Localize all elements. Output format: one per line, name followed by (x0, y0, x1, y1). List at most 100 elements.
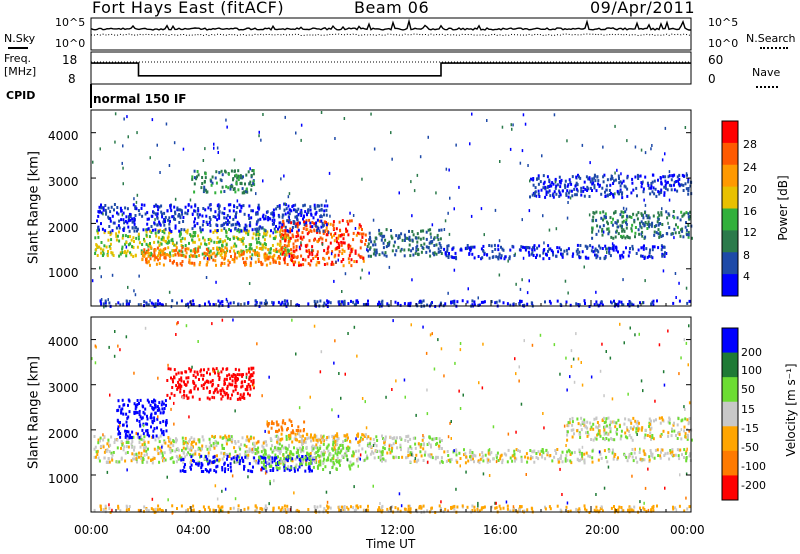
cpid-label: CPID (6, 89, 36, 102)
velocity-scatter (91, 318, 691, 515)
xtick-1200: 12:00 (380, 523, 415, 537)
nsky-label: N.Sky (4, 32, 36, 45)
noise-frame (90, 17, 692, 51)
velocity-region-2 (253, 445, 355, 471)
noise-sky-line (90, 18, 692, 31)
power-ytick-4000: 4000 (48, 129, 79, 143)
power-region-1 (141, 246, 281, 268)
power-colorbar-cell (722, 274, 738, 297)
power-cb-20: 20 (743, 183, 757, 196)
velocity-cb-100: 100 (741, 364, 762, 377)
velocity-colorbar-cell (722, 401, 738, 427)
freq-label-line2: [MHz] (4, 65, 37, 78)
nave-legend-line (756, 86, 778, 88)
velocity-ytick-4000: 4000 (48, 335, 79, 349)
velocity-cb-neg50: -50 (741, 441, 759, 454)
frequency-panel (91, 61, 691, 77)
velocity-colorbar-cell (722, 352, 738, 378)
freq-tick-8: 8 (68, 72, 76, 86)
power-colorbar-frame (721, 120, 739, 297)
chart-title: Fort Hays East (fitACF) (92, 0, 285, 17)
colorbars (721, 120, 739, 501)
nsearch-tick-low: 10^0 (708, 37, 739, 50)
xtick-0800: 08:00 (278, 523, 313, 537)
nave-tick-60: 60 (708, 53, 724, 67)
power-cb-12: 12 (743, 226, 757, 239)
velocity-ytick-2000: 2000 (48, 427, 79, 441)
power-colorbar-cell (722, 186, 738, 209)
beam-label: Beam 06 (354, 0, 430, 17)
power-colorbar-cell (722, 121, 738, 144)
power-ytick-3000: 3000 (48, 175, 79, 189)
panel-frames (90, 17, 692, 513)
nave-label: Nave (752, 66, 781, 79)
power-frame (90, 109, 692, 307)
velocity-region-4 (116, 398, 168, 440)
date-label: 09/Apr/2011 (590, 0, 696, 17)
power-cb-28: 28 (743, 138, 757, 151)
power-ytick-2000: 2000 (48, 221, 79, 235)
power-colorbar-cell (722, 230, 738, 253)
velocity-cb-200: 200 (741, 346, 762, 359)
velocity-cb-50: 50 (741, 383, 755, 396)
velocity-colorbar-cell (722, 426, 738, 452)
power-cb-16: 16 (743, 205, 757, 218)
velocity-region-6 (279, 432, 367, 444)
nsky-legend-line (8, 47, 28, 49)
velocity-colorbar-cell (722, 377, 738, 403)
power-scatter (91, 111, 688, 309)
velocity-ytick-3000: 3000 (48, 381, 79, 395)
noise-tick-high: 10^5 (55, 16, 86, 29)
velocity-region-3 (166, 366, 255, 401)
velocity-region-0 (93, 434, 443, 465)
xtick-1600: 16:00 (483, 523, 518, 537)
power-ytick-1000: 1000 (48, 266, 79, 280)
power-region-3 (366, 228, 443, 258)
velocity-region-8 (566, 416, 693, 442)
noise-tick-low: 10^0 (55, 37, 86, 50)
cpid-value: normal 150 IF (93, 92, 187, 106)
velocity-region-7 (441, 448, 692, 465)
frequency-line (91, 62, 691, 77)
power-region-5 (191, 169, 256, 195)
velocity-cb-neg15: -15 (741, 422, 759, 435)
power-region-6 (443, 243, 668, 261)
velocity-cb-neg200: -200 (741, 479, 766, 492)
freq-frame (90, 51, 692, 85)
velocity-cb-15: 15 (741, 403, 755, 416)
xtick-2000: 20:00 (585, 523, 620, 537)
freq-tick-18: 18 (62, 53, 78, 67)
power-cb-24: 24 (743, 161, 757, 174)
noise-search-line (90, 33, 692, 37)
xtick-2400: 00:00 (670, 523, 705, 537)
nave-tick-0: 0 (708, 72, 716, 86)
nsearch-tick-high: 10^5 (708, 16, 739, 29)
freq-label-line1: Freq. (4, 52, 32, 65)
velocity-colorbar-cell (722, 475, 738, 501)
velocity-colorbar-cell (722, 450, 738, 476)
power-colorbar-cell (722, 252, 738, 275)
power-region-7 (529, 173, 693, 200)
velocity-cb-neg100: -100 (741, 460, 766, 473)
power-region-0 (94, 228, 293, 259)
x-axis-label: Time UT (366, 537, 416, 551)
power-cb-4: 4 (743, 270, 750, 283)
power-region-4 (96, 203, 329, 233)
xtick-0400: 04:00 (176, 523, 211, 537)
power-colorbar-cell (722, 142, 738, 166)
power-cb-8: 8 (743, 249, 750, 262)
nsearch-label: N.Search (746, 32, 796, 45)
velocity-region-9 (93, 504, 691, 514)
velocity-colorbar-cell (722, 328, 738, 354)
velocity-colorbar-frame (721, 327, 739, 501)
power-panel (91, 111, 693, 309)
velocity-region-5 (266, 418, 306, 435)
power-region-8 (591, 210, 693, 240)
power-colorbar-cell (722, 208, 738, 231)
xtick-0000: 00:00 (74, 523, 109, 537)
nsearch-legend-line (760, 47, 788, 49)
noise-panel (90, 18, 692, 37)
velocity-ytick-1000: 1000 (48, 472, 79, 486)
velocity-panel (91, 318, 693, 515)
velocity-frame (90, 316, 692, 513)
